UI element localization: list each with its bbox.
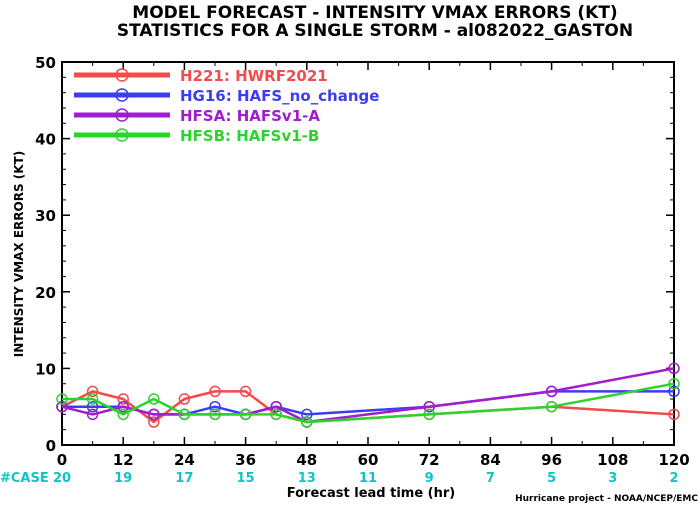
case-count: 3 bbox=[608, 471, 617, 486]
series-layer bbox=[56, 362, 680, 428]
x-tick-label: 36 bbox=[235, 451, 256, 469]
x-tick-label: 60 bbox=[358, 451, 379, 469]
chart-title-line2: STATISTICS FOR A SINGLE STORM - al082022… bbox=[117, 21, 633, 41]
case-count: 7 bbox=[486, 471, 495, 486]
data-point bbox=[668, 377, 680, 390]
data-point bbox=[270, 400, 282, 413]
case-count: 15 bbox=[237, 471, 255, 486]
series-line bbox=[62, 390, 674, 416]
plot-frame bbox=[61, 61, 675, 446]
x-axis-label: Forecast lead time (hr) bbox=[287, 486, 455, 501]
data-point bbox=[56, 393, 68, 405]
data-point bbox=[301, 416, 313, 428]
data-point bbox=[209, 408, 221, 421]
data-point bbox=[423, 400, 435, 413]
case-count: 9 bbox=[425, 471, 434, 486]
data-point bbox=[117, 408, 129, 421]
x-axis: 0 12 24 36 48 60 72 84 96 108 120 bbox=[57, 62, 690, 469]
data-point bbox=[209, 400, 221, 413]
x-tick-label: 24 bbox=[174, 451, 195, 469]
x-tick-label: 0 bbox=[57, 451, 67, 469]
data-point bbox=[86, 393, 99, 405]
data-point bbox=[423, 408, 435, 421]
data-point bbox=[209, 385, 221, 398]
data-point bbox=[545, 400, 558, 413]
legend-label: HFSB: HAFSv1-B bbox=[180, 127, 319, 145]
data-point bbox=[545, 385, 558, 398]
credit-text: Hurricane project - NOAA/NCEP/EMC bbox=[515, 494, 698, 504]
data-point bbox=[148, 393, 160, 405]
y-tick-label: 20 bbox=[35, 284, 56, 302]
case-count: 2 bbox=[669, 471, 678, 486]
y-tick-label: 30 bbox=[35, 207, 56, 225]
x-tick-label: 12 bbox=[113, 451, 134, 469]
case-count: 11 bbox=[359, 471, 377, 486]
x-tick-label: 84 bbox=[480, 451, 501, 469]
y-axis: 0 10 20 30 40 50 bbox=[35, 54, 674, 455]
x-tick-label: 108 bbox=[597, 451, 628, 469]
series-line bbox=[61, 367, 675, 424]
legend-label: HFSA: HAFSv1-A bbox=[180, 107, 320, 125]
y-tick-label: 10 bbox=[35, 360, 56, 378]
data-point bbox=[668, 408, 680, 421]
chart-title-line1: MODEL FORECAST - INTENSITY VMAX ERRORS (… bbox=[132, 3, 617, 23]
data-point bbox=[148, 408, 160, 421]
y-tick-label: 0 bbox=[46, 437, 56, 455]
y-tick-label: 50 bbox=[35, 54, 56, 72]
legend-label: H221: HWRF2021 bbox=[180, 67, 328, 85]
case-counts: #CASE 20 19 17 15 13 11 9 7 5 3 2 bbox=[0, 471, 679, 486]
case-count: 17 bbox=[175, 471, 193, 486]
legend-swatch-marker bbox=[115, 108, 129, 122]
legend-item-h221: H221: HWRF2021 bbox=[74, 67, 328, 85]
data-point bbox=[270, 408, 282, 421]
data-point bbox=[86, 408, 99, 421]
legend: H221: HWRF2021 HG16: HAFS_no_change HFSA: … bbox=[74, 67, 379, 145]
legend-label: HG16: HAFS_no_change bbox=[180, 87, 379, 105]
x-tick-label: 96 bbox=[541, 451, 562, 469]
legend-item-hfsa: HFSA: HAFSv1-A bbox=[74, 107, 320, 125]
legend-swatch-marker bbox=[115, 128, 129, 142]
legend-item-hg16: HG16: HAFS_no_change bbox=[74, 87, 379, 105]
series-hfsb bbox=[56, 377, 680, 428]
legend-swatch-marker bbox=[115, 68, 129, 82]
case-label: #CASE bbox=[0, 471, 49, 486]
y-tick-label: 40 bbox=[35, 131, 56, 149]
x-tick-label: 72 bbox=[419, 451, 440, 469]
data-point bbox=[301, 408, 313, 421]
x-tick-label: 48 bbox=[296, 451, 317, 469]
data-point bbox=[148, 416, 160, 428]
data-point bbox=[56, 400, 68, 413]
case-count: 13 bbox=[298, 471, 316, 486]
data-point bbox=[668, 385, 680, 398]
data-point bbox=[239, 408, 252, 421]
data-point bbox=[239, 385, 252, 398]
data-point bbox=[178, 408, 191, 421]
x-tick-label: 120 bbox=[658, 451, 689, 469]
case-count: 19 bbox=[114, 471, 132, 486]
legend-swatch-marker bbox=[115, 88, 129, 102]
legend-item-hfsb: HFSB: HAFSv1-B bbox=[74, 127, 319, 145]
series-line bbox=[62, 382, 675, 424]
data-point bbox=[86, 400, 99, 413]
case-count: 20 bbox=[53, 471, 71, 486]
data-point bbox=[117, 393, 129, 405]
data-point bbox=[117, 400, 129, 413]
data-point bbox=[668, 362, 680, 375]
case-count: 5 bbox=[547, 471, 556, 486]
data-point bbox=[86, 385, 99, 398]
data-point bbox=[178, 393, 191, 405]
y-axis-label: INTENSITY VMAX ERRORS (KT) bbox=[12, 151, 26, 357]
